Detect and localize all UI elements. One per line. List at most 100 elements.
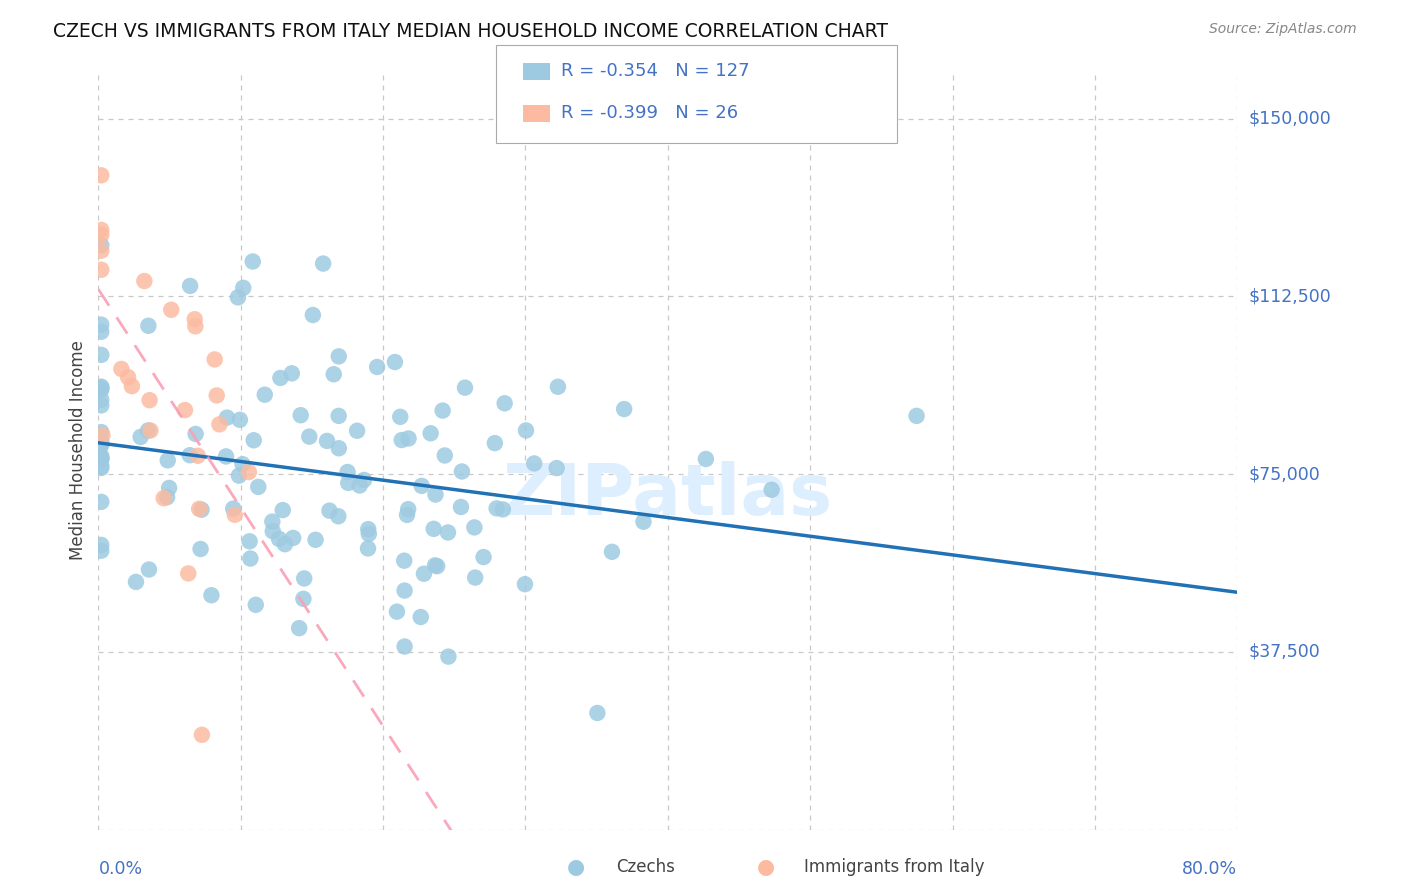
Point [349, 478, 371, 492]
Point [419, 426, 441, 441]
Point [357, 541, 380, 556]
Point [322, 368, 344, 382]
Point [90, 398, 112, 412]
Point [298, 429, 321, 443]
Point [138, 562, 160, 576]
Point [190, 541, 212, 556]
Text: $112,500: $112,500 [1249, 287, 1331, 305]
Point [396, 502, 419, 516]
Point [281, 367, 304, 381]
Point [138, 318, 160, 333]
Point [271, 503, 294, 517]
Point [269, 371, 291, 385]
Point [245, 598, 267, 612]
Point [316, 434, 339, 448]
Point [292, 571, 315, 585]
Point [484, 436, 506, 450]
Point [304, 533, 326, 547]
Point [191, 728, 214, 742]
Point [394, 583, 416, 598]
Text: ●: ● [568, 857, 585, 877]
Point [433, 449, 456, 463]
Point [187, 449, 209, 463]
Point [423, 558, 446, 573]
Point [90, 318, 112, 332]
Point [90, 223, 112, 237]
Point [90, 325, 112, 339]
Text: $75,000: $75,000 [1249, 465, 1320, 483]
Point [389, 409, 412, 424]
Point [224, 508, 246, 522]
Point [357, 527, 380, 541]
Point [204, 352, 226, 367]
Point [90, 458, 112, 473]
Point [281, 531, 304, 545]
Point [90, 380, 112, 394]
Point [515, 424, 537, 438]
Point [222, 501, 245, 516]
Point [129, 430, 152, 444]
Point [905, 409, 928, 423]
Point [432, 403, 454, 417]
Point [90, 348, 112, 362]
Point [312, 256, 335, 270]
Point [200, 588, 222, 602]
Point [90, 452, 112, 467]
Text: R = -0.354   N = 127: R = -0.354 N = 127 [561, 62, 749, 80]
Point [90, 169, 112, 183]
Point [190, 502, 212, 516]
Point [238, 465, 260, 479]
Point [464, 571, 486, 585]
Point [136, 424, 159, 438]
Point [353, 473, 375, 487]
Point [450, 500, 472, 514]
Point [157, 481, 180, 495]
Point [177, 566, 200, 581]
Text: R = -0.399   N = 26: R = -0.399 N = 26 [561, 104, 738, 122]
Point [247, 480, 270, 494]
Point [494, 396, 516, 410]
Point [90, 392, 112, 407]
Point [318, 504, 340, 518]
Point [139, 424, 162, 438]
Text: CZECH VS IMMIGRANTS FROM ITALY MEDIAN HOUSEHOLD INCOME CORRELATION CHART: CZECH VS IMMIGRANTS FROM ITALY MEDIAN HO… [53, 22, 889, 41]
Point [328, 509, 350, 524]
Point [208, 417, 231, 432]
Point [267, 532, 290, 546]
Point [761, 483, 783, 497]
Point [232, 281, 254, 295]
Point [156, 453, 179, 467]
Point [463, 520, 485, 534]
Point [485, 501, 508, 516]
Point [239, 534, 262, 549]
Point [409, 610, 432, 624]
Text: 0.0%: 0.0% [98, 860, 142, 878]
Point [152, 491, 174, 505]
Point [546, 461, 568, 475]
Point [413, 566, 436, 581]
Point [523, 457, 546, 471]
Point [90, 461, 112, 475]
Point [288, 621, 311, 635]
Point [385, 605, 408, 619]
Point [262, 524, 284, 539]
Point [174, 403, 197, 417]
Point [695, 452, 717, 467]
Point [394, 554, 416, 568]
Point [336, 465, 359, 479]
Text: Czechs: Czechs [616, 858, 675, 876]
Point [90, 381, 112, 395]
Point [454, 381, 477, 395]
Point [110, 362, 132, 376]
Point [138, 393, 160, 408]
Point [366, 359, 388, 374]
Point [184, 427, 207, 442]
Point [90, 543, 112, 558]
Point [547, 380, 569, 394]
Point [90, 244, 112, 258]
Point [188, 501, 211, 516]
Point [125, 574, 148, 589]
Point [513, 577, 536, 591]
Point [242, 254, 264, 268]
Point [228, 468, 250, 483]
